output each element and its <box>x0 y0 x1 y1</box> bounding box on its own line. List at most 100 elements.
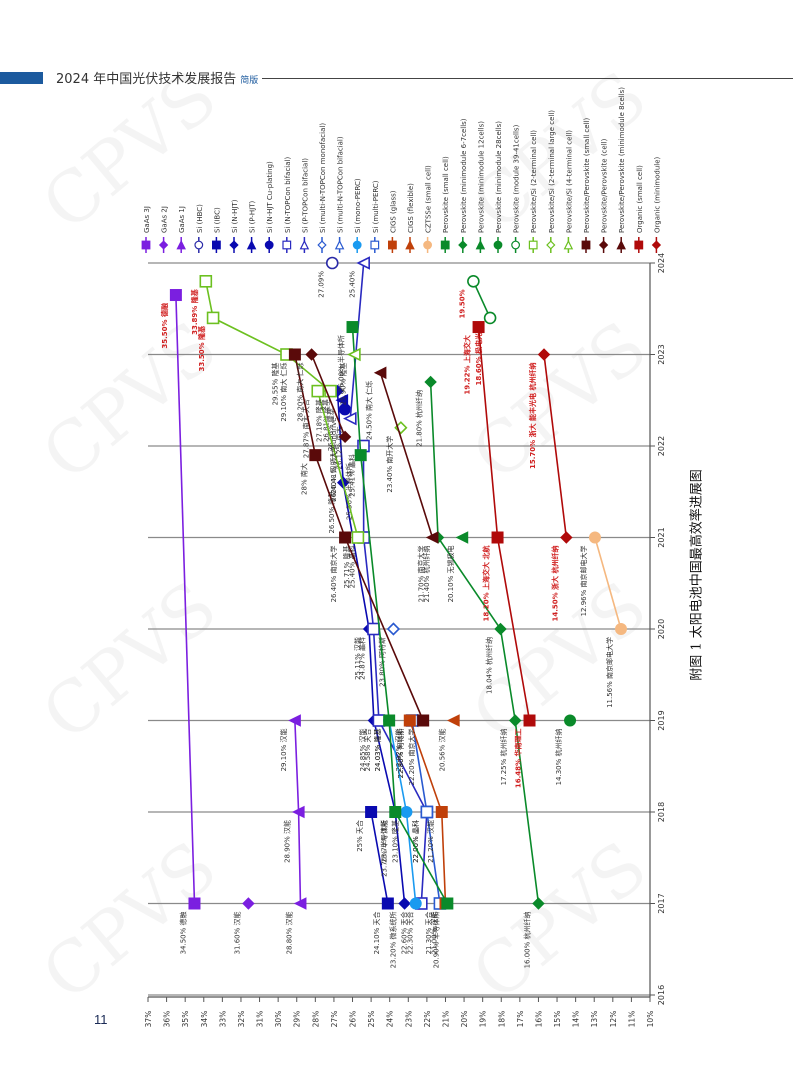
legend-label: GaAs 3J <box>143 206 151 233</box>
legend-marker-icon <box>581 240 591 250</box>
data-point-label: 29.55% 隆基 <box>271 363 280 406</box>
data-point-label: 25.71% 隆基 <box>342 546 351 589</box>
data-point-marker <box>472 321 485 334</box>
legend-label: Si (N-HJT Cu-plating) <box>266 161 274 233</box>
data-point-marker <box>435 806 448 818</box>
data-point-label: 14.50% 浙大 杭州纤纳 <box>550 546 559 622</box>
legend-label: Si (multi-N-TOPCon bifacial) <box>337 136 345 233</box>
series-perovskite-minimodule-12cells-: 20.10% 无锡极电 <box>446 531 469 602</box>
data-point-label: 26.50% 隆基 <box>327 491 336 534</box>
report-title: 2024 年中国光伏技术发展报告 <box>56 72 237 87</box>
legend-item: Si (P-TOPCon bifacial) <box>299 158 310 253</box>
data-point-label: 26.00% 半导体所 <box>337 335 346 392</box>
year-tick-label: 2021 <box>657 527 666 547</box>
data-point-marker <box>455 531 469 544</box>
legend-item: Perovskite (module 39-41cells) <box>511 124 521 253</box>
legend-marker-icon <box>264 240 274 250</box>
data-point-marker <box>417 714 430 727</box>
legend-label: Perovskite/Perovskite (cell) <box>601 138 609 233</box>
legend-marker-icon <box>194 240 204 250</box>
legend-item: Perovskite/Perovskite (minimodule 8cells… <box>616 87 626 253</box>
data-point-label: 20.90% 半导体所 <box>431 912 440 969</box>
data-point-label: 23.10% 隆基 <box>390 820 399 863</box>
year-tick-label: 2020 <box>657 619 666 639</box>
series-line <box>472 280 491 319</box>
data-point-marker <box>356 256 370 270</box>
data-point-marker <box>365 806 378 818</box>
data-point-marker <box>491 531 504 544</box>
legend-item: CIGS (flexible) <box>405 183 415 253</box>
data-point-marker <box>523 714 536 727</box>
legend-marker-icon <box>475 239 486 250</box>
data-point-marker <box>206 311 220 325</box>
legend-item: Si (N-HJT) <box>229 199 239 253</box>
series-perovskite-perovskite-minimodule-8cells-: 21.70% 南京大学 24.50% 南大 仁烁 <box>364 366 439 602</box>
legend-item: Si (mono-PERC) <box>352 178 362 253</box>
data-point-marker <box>338 430 352 444</box>
data-point-marker <box>403 714 416 727</box>
report-header: 2024 年中国光伏技术发展报告 简版 <box>56 68 258 87</box>
series-line <box>429 381 540 904</box>
data-point-marker <box>342 411 357 426</box>
data-point-label: 21.40% 杭州纤纳 <box>422 546 431 603</box>
legend-label: Si (N-HJT) <box>231 199 239 233</box>
data-point-marker <box>372 714 386 727</box>
series-perovskite-small-cell-: 20.90% 半导体所 23.70% 半导体所 24.03% 隆基 25.56% 半导… <box>337 321 454 969</box>
legend-label: Si (multi-PERC) <box>372 180 380 233</box>
legend-label: Si (N-TOPCon bifacial) <box>284 157 292 233</box>
data-point-marker <box>425 531 439 544</box>
legend-label: Perovskite/Si (4-terminal cell) <box>565 130 573 233</box>
data-point-marker <box>242 897 255 910</box>
legend-item: Perovskite (minimodule 28cells) <box>493 121 503 253</box>
legend-marker-icon <box>299 239 310 250</box>
legend-item: Si (HBC) <box>194 204 204 253</box>
series-perovskite-minimodule-28cells-: 14.30% 杭州纤纳 <box>554 714 577 785</box>
data-point-marker <box>293 897 307 910</box>
data-point-label: 22.30% 天合 <box>405 912 414 955</box>
data-point-marker <box>324 384 337 398</box>
year-tick-label: 2024 <box>657 253 666 273</box>
data-point-label: 25.90% 隆基 <box>338 363 347 406</box>
efficiency-tick-label: 12% <box>609 1011 618 1028</box>
data-point-marker <box>367 622 380 636</box>
series-perovskite-si-2-terminal-large-cell-: 23.40% 南开大学 <box>385 421 408 493</box>
efficiency-tick-label: 25% <box>367 1011 376 1028</box>
legend-item: Si (P-HJT) <box>246 200 257 253</box>
data-point-label: 26.40% 四川大学 <box>329 445 338 502</box>
year-tick-label: 2023 <box>657 344 666 364</box>
efficiency-tick-label: 34% <box>200 1011 209 1028</box>
legend-marker-icon <box>317 240 327 250</box>
data-point-marker <box>409 897 422 910</box>
series-line <box>336 391 406 904</box>
legend-marker-icon <box>352 240 362 250</box>
figure-caption: 附图 1 太阳电池中国最高效率进展图 <box>689 469 705 681</box>
series-perovskite-perovskite-small-cell-: 22.20% 南京大学 26.40% 南京大学 28% 南大 29.10% 南大 仁烁 <box>279 348 430 785</box>
data-point-label: 25.56% 半导体所 <box>345 463 354 520</box>
data-point-label: 28.90% 汉能 <box>283 820 292 863</box>
legend-label: CIGS (glass) <box>389 190 397 233</box>
legend-marker-icon <box>651 240 662 250</box>
data-point-label: 23.80% 阿特斯 <box>377 637 386 687</box>
data-point-label: 27.87% 南大 天合 <box>302 399 311 458</box>
efficiency-tick-label: 17% <box>516 1011 525 1028</box>
series-gaas-1j: 28.80% 汉能 28.90% 汉能 29.10% 汉能 <box>279 714 307 954</box>
legend-item: GaAs 1J <box>176 206 186 253</box>
legend-item: Perovskite/Si (2-terminal cell) <box>528 130 538 253</box>
efficiency-tick-label: 19% <box>479 1011 488 1028</box>
data-point-label: 31.60% 汉能 <box>232 912 241 955</box>
year-tick-label: 2022 <box>657 436 666 456</box>
efficiency-tick-label: 14% <box>572 1011 581 1028</box>
legend-label: Perovskite (small cell) <box>442 156 450 233</box>
efficiency-tick-label: 21% <box>441 1011 450 1028</box>
data-point-marker <box>400 806 413 818</box>
series-line <box>175 295 196 904</box>
data-point-label: 26.56% 隆基 <box>326 408 335 451</box>
efficiency-tick-label: 30% <box>274 1011 283 1028</box>
legend-item: Perovskite (minimodule 12cells) <box>475 121 486 253</box>
data-point-label: 22.92% 汉能 <box>394 729 403 772</box>
data-point-marker <box>564 714 577 727</box>
data-point-label: 29.10% 南大 仁烁 <box>279 363 288 422</box>
data-point-label: 26.41% 迈为 Sundrive <box>329 417 338 493</box>
legend-label: Perovskite/Perovskite (minimodule 8cells… <box>618 87 626 233</box>
data-point-label: 34.50% 德融 <box>178 912 187 955</box>
